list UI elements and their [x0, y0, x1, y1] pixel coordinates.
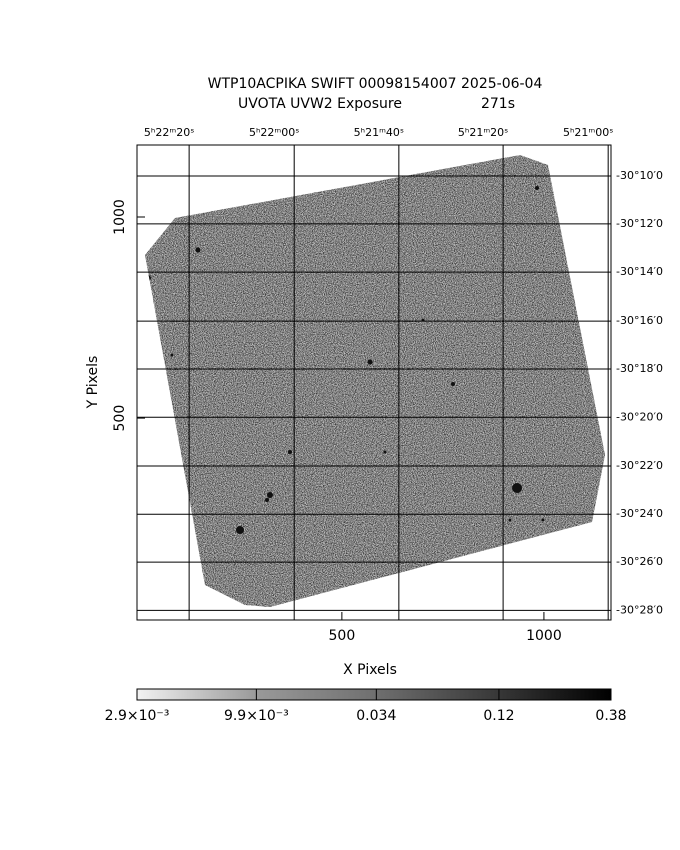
colorbar-tick-label: 0.034 — [356, 708, 396, 724]
colorbar-tick-label: 0.12 — [483, 708, 514, 724]
y2-tick-label: -30°26′0 — [616, 555, 663, 568]
y-axis-label: Y Pixels — [85, 356, 101, 410]
x2-tick-label: 5ʰ21ᵐ40ˢ — [354, 126, 404, 139]
x2-tick-label: 5ʰ21ᵐ20ˢ — [458, 126, 508, 139]
sky-image — [145, 155, 605, 607]
y-tick-label: 1000 — [112, 199, 128, 235]
exposure: 271s — [481, 96, 515, 112]
x-tick-label: 500 — [329, 628, 356, 644]
y2-tick-label: -30°24′0 — [616, 507, 663, 520]
x-axis-label: X Pixels — [343, 662, 397, 678]
colorbar-tick-label: 9.9×10⁻³ — [224, 708, 289, 724]
noise — [145, 155, 605, 607]
y2-tick-label: -30°28′0 — [616, 603, 663, 616]
y2-tick-label: -30°16′0 — [616, 314, 663, 327]
colorbar-tick-label: 2.9×10⁻³ — [105, 708, 170, 724]
y2-tick-label: -30°12′0 — [616, 217, 663, 230]
chart-title: WTP10ACPIKA SWIFT 00098154007 2025-06-04 — [208, 76, 543, 92]
y2-tick-label: -30°14′0 — [616, 265, 663, 278]
y2-tick-label: -30°22′0 — [616, 459, 663, 472]
x2-tick-label: 5ʰ22ᵐ00ˢ — [249, 126, 299, 139]
y-tick-label: 500 — [112, 405, 128, 432]
y2-tick-label: -30°18′0 — [616, 362, 663, 375]
colorbar — [136, 688, 612, 701]
colorbar-tick-label: 0.38 — [595, 708, 626, 724]
x-tick-label: 1000 — [526, 628, 562, 644]
chart-subtitle: UVOTA UVW2 Exposure — [238, 96, 402, 112]
plot-frame — [136, 144, 612, 621]
x2-tick-label: 5ʰ22ᵐ20ˢ — [144, 126, 194, 139]
y2-tick-label: -30°20′0 — [616, 410, 663, 423]
x2-tick-label: 5ʰ21ᵐ00ˢ — [563, 126, 613, 139]
y2-tick-label: -30°10′0 — [616, 169, 663, 182]
